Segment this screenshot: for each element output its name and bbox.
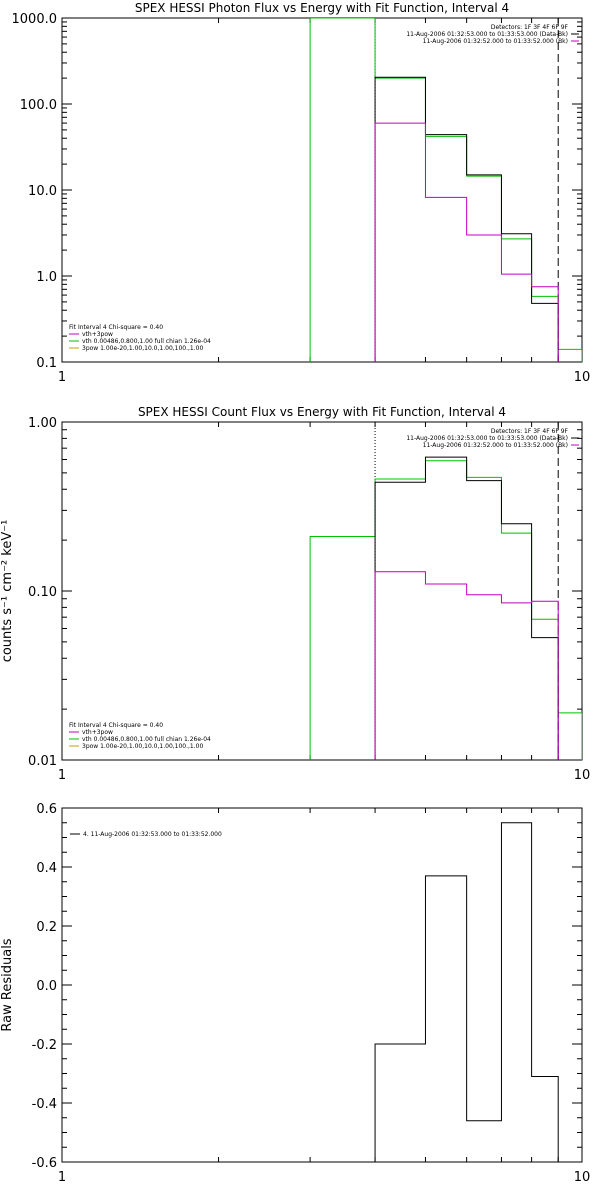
y-tick-label: 10.0 [28, 184, 57, 199]
y-axis: -0.6 -0.4 -0.2 0.0 0.2 0.4 0.6 [32, 802, 582, 1171]
series-group [374, 822, 559, 1162]
legend-entry: vth 0.00486,0.800,1.00 full chian 1.26e-… [82, 736, 211, 743]
y-axis: 0.01 0.10 1.00 [28, 416, 582, 769]
y-tick-label: 1.0 [36, 270, 57, 285]
plot-frame [61, 421, 583, 761]
plot-frame [61, 17, 583, 363]
x-axis: 1 10 [58, 422, 590, 783]
y-tick-label: 0.0 [36, 979, 57, 994]
series-line-2 [374, 456, 559, 760]
series-line-3 [374, 122, 559, 362]
x-axis: 1 10 [58, 808, 590, 1185]
legend-entry: Fit Interval 4 Chi-square = 0.40 [69, 324, 163, 331]
legend-entry: Detectors: 1F 3F 4F 6F 9F [491, 428, 569, 435]
x-tick-label: 1 [58, 1170, 66, 1185]
legend-entry: 11-Aug-2006 01:32:52.000 to 01:33:52.000… [423, 442, 568, 449]
y-tick-label: 1000.0 [12, 12, 58, 27]
y-tick-label: 1.00 [28, 416, 57, 431]
y-axis: 0.1 1.0 10.0 100.0 1000.0 [12, 12, 582, 371]
x-tick-label: 1 [58, 370, 66, 385]
y-axis-label: Raw Residuals [0, 938, 15, 1031]
chart-title: SPEX HESSI Count Flux vs Energy with Fit… [138, 405, 506, 419]
legend-entry: 11-Aug-2006 01:32:52.000 to 01:33:52.000… [423, 38, 568, 45]
y-tick-label: 0.2 [36, 920, 57, 935]
series-line-1 [374, 822, 559, 1162]
legend-entry: Detectors: 1F 3F 4F 6F 9F [491, 24, 569, 31]
series-group [309, 422, 582, 760]
legend-entry: vth+3pow [82, 331, 113, 338]
legend-entry: 11-Aug-2006 01:32:53.000 to 01:33:53.000… [406, 435, 568, 442]
y-tick-label: 0.6 [36, 802, 57, 817]
series-line-3 [374, 571, 559, 760]
y-tick-label: -0.6 [32, 1156, 57, 1171]
y-tick-label: -0.4 [32, 1097, 57, 1112]
legend-entry: 3pow 1.00e-20,1.00,10.0,1.00,100.,1.00 [82, 345, 203, 352]
x-tick-label: 1 [58, 768, 66, 783]
x-tick-label: 10 [574, 768, 591, 783]
legend-entry: vth 0.00486,0.800,1.00 full chian 1.26e-… [82, 338, 211, 345]
series-line-1 [309, 460, 582, 760]
series-line-2 [374, 76, 559, 362]
y-tick-label: 0.01 [28, 754, 57, 769]
x-tick-label: 10 [574, 370, 591, 385]
chart-panel-2: SPEX HESSI Count Flux vs Energy with Fit… [0, 405, 590, 783]
chart-panel-3: 1 10 -0.6 -0.4 -0.2 0.0 0.2 0.4 0.6 Raw Residuals… [0, 802, 590, 1185]
chart-panel-1: SPEX HESSI Photon Flux vs Energy with Fi… [12, 1, 591, 385]
chart-title: SPEX HESSI Photon Flux vs Energy with Fi… [135, 1, 509, 15]
legend-entry: 11-Aug-2006 01:32:53.000 to 01:33:53.000… [406, 31, 568, 38]
series-line-1 [309, 18, 582, 362]
series-group [309, 18, 582, 362]
y-tick-label: -0.2 [32, 1038, 57, 1053]
y-tick-label: 100.0 [20, 98, 57, 113]
x-tick-label: 10 [574, 1170, 591, 1185]
plot-frame [61, 807, 583, 1163]
legend-entry: 3pow 1.00e-20,1.00,10.0,1.00,100.,1.00 [82, 743, 203, 750]
y-tick-label: 0.4 [36, 861, 57, 876]
legend-entry: Fit Interval 4 Chi-square = 0.40 [69, 722, 163, 729]
y-tick-label: 0.1 [36, 356, 57, 371]
y-axis-label: counts s⁻¹ cm⁻² keV⁻¹ [0, 520, 15, 663]
legend-entry: vth+3pow [82, 729, 113, 736]
legend: 4. 11-Aug-2006 01:32:53.000 to 01:33:52.… [70, 831, 222, 838]
legend-entry: 4. 11-Aug-2006 01:32:53.000 to 01:33:52.… [83, 831, 222, 838]
y-tick-label: 0.10 [28, 585, 57, 600]
